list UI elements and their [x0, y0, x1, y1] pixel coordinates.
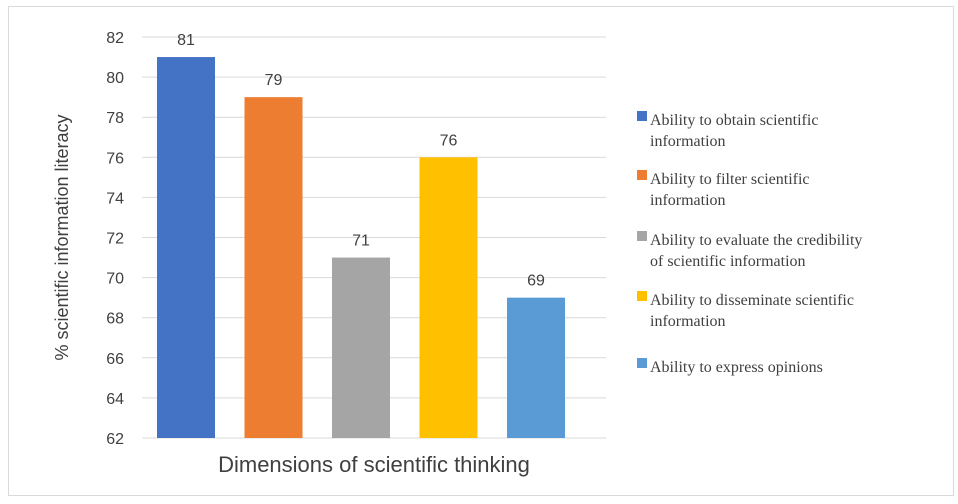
bar [332, 257, 390, 438]
y-tick-label: 70 [106, 271, 124, 288]
y-tick-label: 80 [106, 70, 124, 87]
legend-swatch [637, 111, 647, 121]
legend-item: Ability to disseminate scientific informa… [637, 291, 854, 330]
x-axis-title: Dimensions of scientific thinking [218, 452, 530, 477]
legend-label: Ability to disseminate scientific [650, 292, 854, 309]
legend-item: Ability to obtain scientific information [637, 111, 818, 150]
y-tick-label: 72 [106, 231, 124, 248]
legend-label: of scientific information [650, 253, 806, 270]
y-axis-title: % scientific information literacy [52, 114, 72, 360]
data-label: 76 [440, 132, 458, 149]
y-tick-label: 64 [106, 391, 124, 408]
bar-chart: 62 64 66 68 70 72 74 76 78 80 82 81 79 71 76 69 % scie… [52, 30, 862, 477]
data-labels: 81 79 71 76 69 [177, 32, 545, 290]
y-tick-label: 66 [106, 351, 124, 368]
y-tick-label: 82 [106, 30, 124, 47]
y-axis-ticks: 62 64 66 68 70 72 74 76 78 80 82 [106, 30, 124, 448]
bar [157, 57, 215, 439]
y-tick-label: 76 [106, 150, 124, 167]
legend-label: information [650, 192, 726, 209]
legend-item: Ability to filter scientific information [637, 170, 810, 209]
legend-swatch [637, 291, 647, 301]
legend-label: Ability to obtain scientific [650, 112, 818, 129]
y-tick-label: 62 [106, 431, 124, 448]
legend-swatch [637, 170, 647, 180]
data-label: 71 [352, 233, 370, 250]
y-tick-label: 74 [106, 190, 124, 207]
legend-label: information [650, 313, 726, 330]
bar [419, 157, 478, 439]
bar [507, 297, 565, 438]
bar [244, 97, 303, 439]
chart-frame: 62 64 66 68 70 72 74 76 78 80 82 81 79 71 76 69 % scie… [8, 6, 954, 496]
legend-label: Ability to express opinions [650, 359, 823, 376]
data-label: 79 [265, 72, 283, 89]
legend-label: information [650, 133, 726, 150]
data-label: 69 [527, 273, 545, 290]
legend-swatch [637, 231, 647, 241]
legend-item: Ability to express opinions [637, 358, 823, 376]
legend-swatch [637, 358, 647, 368]
legend-label: Ability to filter scientific [650, 171, 810, 188]
legend-item: Ability to evaluate the credibility of sc… [637, 231, 862, 270]
y-tick-label: 78 [106, 110, 124, 127]
legend-label: Ability to evaluate the credibility [650, 232, 862, 249]
y-tick-label: 68 [106, 311, 124, 328]
legend: Ability to obtain scientificinformationA… [637, 111, 862, 376]
bars [157, 57, 565, 439]
data-label: 81 [177, 32, 195, 49]
